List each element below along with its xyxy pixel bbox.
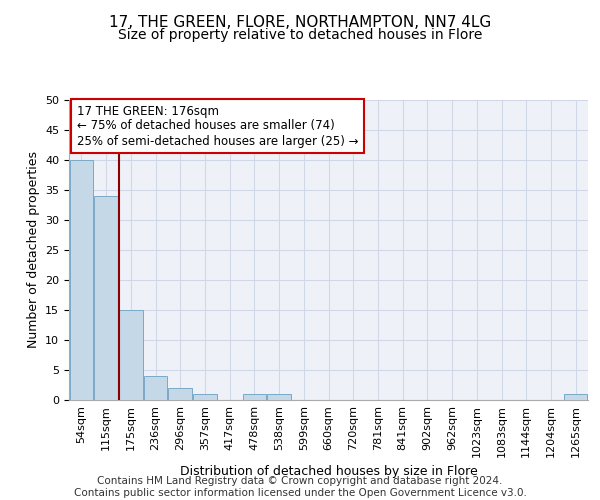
Text: Size of property relative to detached houses in Flore: Size of property relative to detached ho… — [118, 28, 482, 42]
Bar — [564, 394, 587, 400]
Text: Contains HM Land Registry data © Crown copyright and database right 2024.
Contai: Contains HM Land Registry data © Crown c… — [74, 476, 526, 498]
Bar — [94, 196, 118, 400]
Text: 17, THE GREEN, FLORE, NORTHAMPTON, NN7 4LG: 17, THE GREEN, FLORE, NORTHAMPTON, NN7 4… — [109, 15, 491, 30]
Bar — [119, 310, 143, 400]
Bar — [169, 388, 192, 400]
X-axis label: Distribution of detached houses by size in Flore: Distribution of detached houses by size … — [179, 465, 478, 478]
Bar — [70, 160, 93, 400]
Bar — [193, 394, 217, 400]
Text: 17 THE GREEN: 176sqm
← 75% of detached houses are smaller (74)
25% of semi-detac: 17 THE GREEN: 176sqm ← 75% of detached h… — [77, 104, 358, 148]
Bar — [144, 376, 167, 400]
Bar — [268, 394, 291, 400]
Y-axis label: Number of detached properties: Number of detached properties — [26, 152, 40, 348]
Bar — [242, 394, 266, 400]
